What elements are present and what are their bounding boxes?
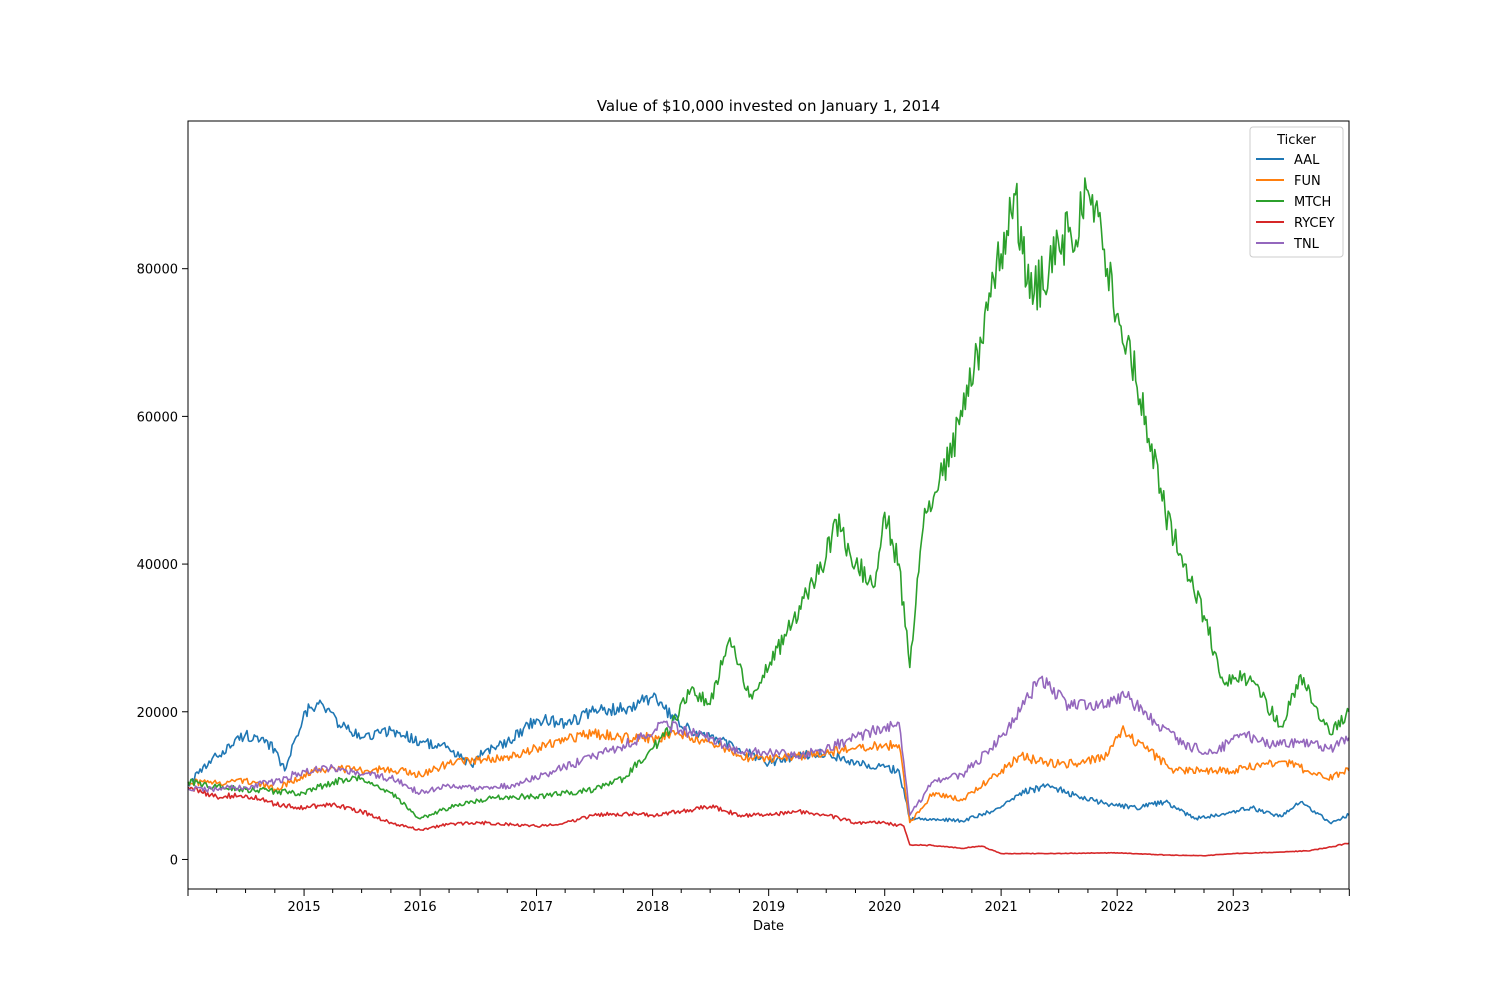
series-line-aal xyxy=(187,692,1350,825)
y-tick-label-80000: 80000 xyxy=(137,263,178,278)
x-tick-label-2019: 2019 xyxy=(752,900,785,915)
x-tick-label-2015: 2015 xyxy=(288,900,321,915)
legend-title: Ticker xyxy=(1276,133,1316,148)
x-tick-label-2016: 2016 xyxy=(404,900,437,915)
y-tick-label-0: 0 xyxy=(170,853,178,868)
x-axis-title: Date xyxy=(753,919,784,934)
x-tick-label-2022: 2022 xyxy=(1101,900,1134,915)
legend: Ticker AAL FUN MTCH RYCEY TNL xyxy=(1249,126,1344,258)
series-line-rycey xyxy=(187,786,1350,857)
series-line-tnl xyxy=(187,675,1350,817)
y-tick-label-20000: 20000 xyxy=(137,706,178,721)
y-tick-label-40000: 40000 xyxy=(137,558,178,573)
x-tick-label-2018: 2018 xyxy=(636,900,669,915)
series-layer xyxy=(187,177,1350,857)
legend-label-fun: FUN xyxy=(1294,174,1321,189)
y-axis: 0 20000 40000 60000 80000 xyxy=(137,263,188,868)
x-tick-label-2023: 2023 xyxy=(1217,900,1250,915)
legend-label-rycey: RYCEY xyxy=(1294,216,1335,231)
x-tick-label-2017: 2017 xyxy=(520,900,553,915)
legend-label-aal: AAL xyxy=(1294,153,1320,168)
x-axis: 2015 2016 2017 2018 2019 2020 2021 2022 2023 xyxy=(187,889,1350,915)
x-tick-label-2020: 2020 xyxy=(868,900,901,915)
series-line-fun xyxy=(187,725,1350,824)
chart-title: Value of $10,000 invested on January 1, … xyxy=(597,97,940,115)
series-line-mtch xyxy=(187,177,1350,820)
x-tick-label-2021: 2021 xyxy=(985,900,1018,915)
y-tick-label-60000: 60000 xyxy=(137,410,178,425)
legend-label-tnl: TNL xyxy=(1293,237,1320,252)
legend-label-mtch: MTCH xyxy=(1294,195,1331,210)
